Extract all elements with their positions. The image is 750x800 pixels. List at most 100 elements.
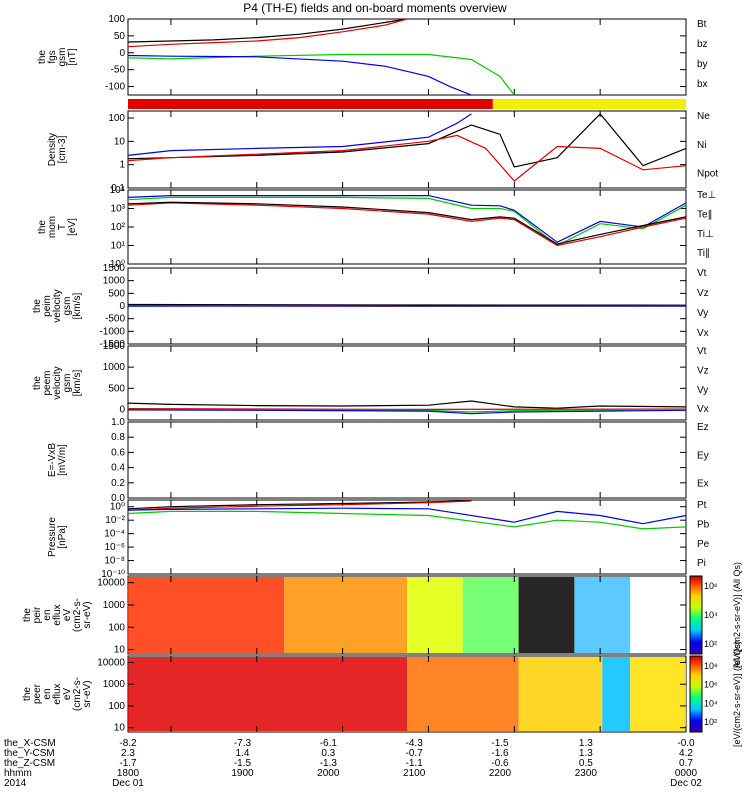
xaxis-cell: 2300 xyxy=(575,768,598,779)
spectrogram-band xyxy=(518,577,575,653)
spectrogram-band xyxy=(128,577,285,653)
colorbar-tick: 10⁶ xyxy=(704,581,718,591)
ytick-label: 10⁰ xyxy=(110,502,125,513)
ytick-label: 10⁻⁶ xyxy=(104,542,125,553)
series-bx xyxy=(127,54,472,96)
ylabel-line: gsm xyxy=(62,297,73,316)
ylabel-line: peir xyxy=(32,606,43,623)
xaxis-row-label: the_Z-CSM xyxy=(4,758,55,769)
legend-Vt: Vt xyxy=(697,268,707,279)
legend-Vy: Vy xyxy=(697,385,708,396)
series-Ti∥ xyxy=(127,196,687,247)
series-Pb xyxy=(127,500,472,511)
panel-frame xyxy=(127,189,687,265)
ytick-label: 10⁰ xyxy=(110,259,125,270)
mode-segment xyxy=(492,99,686,109)
ytick-label: -100 xyxy=(105,82,125,93)
ylabel-line: fgs xyxy=(47,50,58,63)
xaxis-cell: -7.3 xyxy=(234,738,252,749)
colorbar-tick: 10² xyxy=(704,717,717,727)
xaxis-cell: -0.0 xyxy=(677,738,695,749)
panel-fgs: 100 50 0 -50 -100 the fgs gsm [nT] Bt bz by bx xyxy=(37,14,708,96)
ytick-label: 100 xyxy=(108,622,125,633)
ytick-label: 1000 xyxy=(103,276,126,287)
ytick-label: 100 xyxy=(108,14,125,25)
colorbar-label: [eV/(cm2-s-sr-eV)] (All Qs) xyxy=(732,562,742,668)
legend-by: by xyxy=(697,59,708,70)
series-Vx xyxy=(127,409,687,415)
xaxis-cell: Dec 01 xyxy=(112,778,144,789)
ylabel-line: sr-eV) xyxy=(82,680,93,707)
series-by xyxy=(127,53,515,96)
ytick-label: 0.0 xyxy=(111,493,125,504)
panel-frame xyxy=(127,499,687,575)
xaxis-row-label: hhmm xyxy=(4,768,32,779)
ytick-label: 100 xyxy=(108,113,125,124)
ylabel-line: (cm2-s- xyxy=(72,677,83,711)
ytick-label: -50 xyxy=(111,65,126,76)
series-Vz xyxy=(127,408,687,410)
legend-Vy: Vy xyxy=(697,308,708,319)
ytick-label: 10 xyxy=(114,645,126,656)
panel-frame xyxy=(127,345,687,421)
series-Te∥ xyxy=(127,201,687,245)
ytick-label: 10⁻² xyxy=(105,515,125,526)
series-Bt xyxy=(127,18,408,43)
series-Vt xyxy=(127,303,687,306)
ylabel-line: [cm-3] xyxy=(57,135,68,163)
ytick-label: 500 xyxy=(108,383,125,394)
series-Ne xyxy=(127,134,687,182)
xaxis-cell: 1.3 xyxy=(579,748,593,759)
legend-Te∥: Te∥ xyxy=(697,209,713,220)
legend-Bt: Bt xyxy=(697,19,707,30)
ytick-label: 10 xyxy=(114,136,126,147)
xaxis-cell: 1800 xyxy=(117,768,140,779)
panel-temperature: 10⁴ 10³ 10² 10¹ 10⁰ the mom T [eV] Te⊥ Te∥ Ti⊥ Ti∥ xyxy=(37,185,716,270)
spectrogram xyxy=(128,657,686,731)
ylabel-line: peem xyxy=(42,370,53,395)
xaxis-cell: -0.7 xyxy=(406,748,424,759)
panel-density: 100 10 1 0.1 Density [cm-3] Ne Ni Npot xyxy=(47,110,718,194)
xaxis-cell: Dec 02 xyxy=(670,778,702,789)
series-Npot xyxy=(127,113,472,156)
ytick-label: -1500 xyxy=(99,339,125,350)
legend-Te⊥: Te⊥ xyxy=(697,190,716,201)
ylabel-line: peim xyxy=(42,295,53,317)
ytick-label: 1.0 xyxy=(111,417,125,428)
ylabel-line: gsm xyxy=(62,374,73,393)
ylabel-line: the xyxy=(37,220,48,234)
panel-peir: 10000 1000 100 10 the peir en eflux eV (cm2-s-sr-… xyxy=(22,562,742,668)
series-bz xyxy=(127,18,408,48)
ylabel-line: Density xyxy=(47,133,58,166)
ytick-label: -500 xyxy=(105,314,125,325)
ytick-label: 0.1 xyxy=(111,183,125,194)
xaxis-cell: 1900 xyxy=(231,768,254,779)
ylabel-line: [km/s] xyxy=(72,369,83,396)
panel-peem-velocity: 1500 1000 500 0 the peem velocity gsm [km/s] Vt Vz… xyxy=(32,341,709,421)
ylabel-line: the xyxy=(32,376,43,390)
ytick-label: -1000 xyxy=(99,326,125,337)
ytick-label: 1000 xyxy=(103,362,126,373)
colorbar-tick: 10⁴ xyxy=(704,610,718,620)
ytick-label: 0 xyxy=(119,301,125,312)
ylabel-line: en xyxy=(42,609,53,620)
ytick-label: 10000 xyxy=(97,658,125,669)
spectrogram-band xyxy=(462,577,519,653)
xaxis-cell: -1.6 xyxy=(491,748,509,759)
mode-segment xyxy=(128,99,493,109)
ylabel-line: E=-VxB xyxy=(47,443,58,478)
xaxis-cell: 0000 xyxy=(675,768,698,779)
spectrogram-band xyxy=(128,657,407,731)
xaxis-table: the_X-CSMthe_Y-CSMthe_Z-CSMhhmm2014-8.22… xyxy=(4,738,702,789)
series-Pe xyxy=(127,510,687,530)
ylabel-line: the xyxy=(32,299,43,313)
ylabel-line: Pressure xyxy=(47,517,58,557)
ylabel-line: eV xyxy=(62,688,73,701)
ylabel-line: [nT] xyxy=(67,48,78,65)
xaxis-cell: 0.7 xyxy=(679,758,693,769)
legend-Ez: Ez xyxy=(697,422,709,433)
ytick-label: 10⁴ xyxy=(110,185,125,196)
xaxis-cell: 2100 xyxy=(403,768,426,779)
ylabel-line: (cm2-s- xyxy=(72,598,83,632)
